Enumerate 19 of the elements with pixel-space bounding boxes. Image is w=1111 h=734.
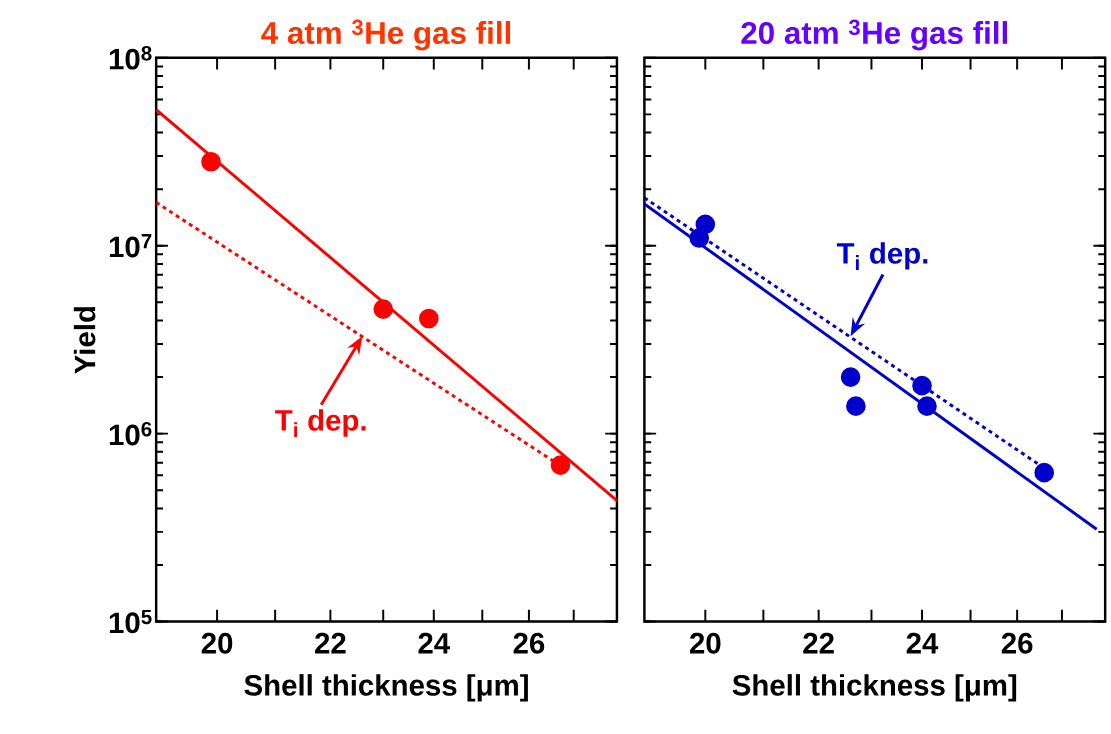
chart-title: 20 atm $^{3}$He gas fill <box>741 19 1008 51</box>
x-tick-label: 20 <box>689 632 721 654</box>
y-tick-label: 10$^{6}$ <box>109 421 152 446</box>
x-tick-label: 24 <box>906 632 939 654</box>
y-tick-label: 10$^{8}$ <box>109 45 152 70</box>
annotation: T$_{i}$ dep. <box>275 409 366 437</box>
chart-title: 4 atm $^{3}$He gas fill <box>261 19 511 51</box>
y-tick-label: 10$^{7}$ <box>109 233 152 258</box>
x-tick-label: 24 <box>418 632 450 654</box>
x-axis-title: Shell thickness [μm] <box>244 673 528 702</box>
x-tick-label: 20 <box>201 632 233 654</box>
annotation: T$_{i}$ dep. <box>836 242 928 270</box>
y-tick-label: 10$^{5}$ <box>109 609 152 634</box>
x-tick-label: 22 <box>315 632 346 654</box>
x-tick-label: 26 <box>513 632 545 654</box>
x-axis-title: Shell thickness [μm] <box>732 673 1017 702</box>
y-axis-title: Yield <box>73 306 96 374</box>
x-tick-label: 26 <box>1001 632 1033 654</box>
x-tick-label: 22 <box>803 632 834 654</box>
